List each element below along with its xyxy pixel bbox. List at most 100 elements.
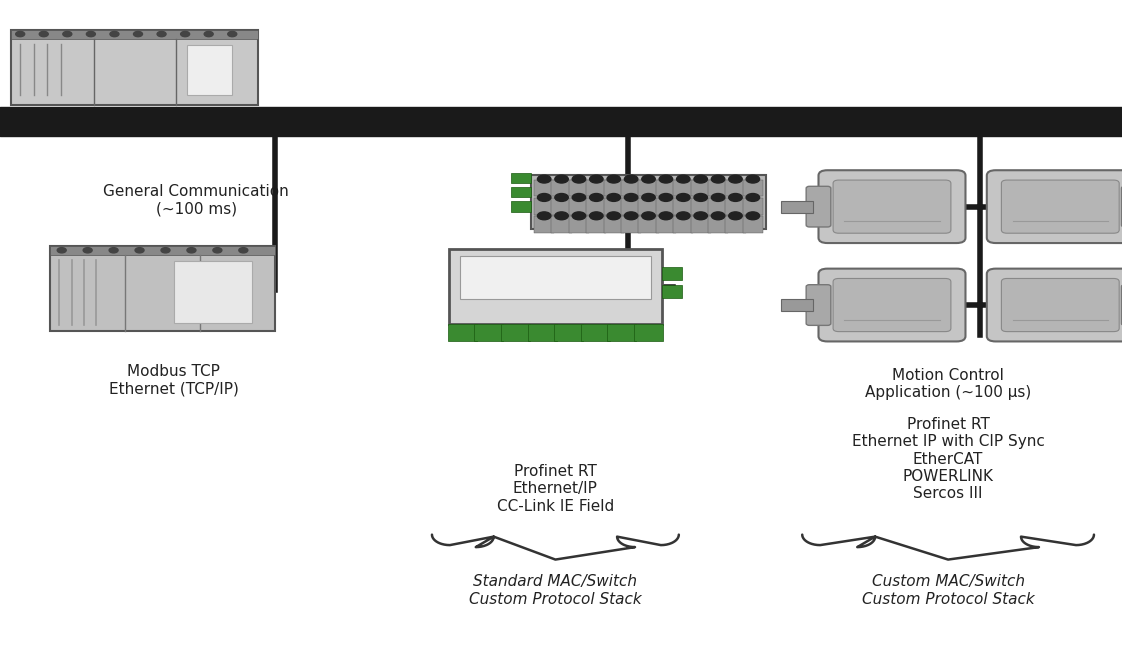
Circle shape [693, 175, 707, 183]
Bar [527, 323, 557, 341]
Bar [586, 198, 606, 215]
Bar [781, 201, 812, 213]
Bar [11, 30, 258, 39]
Bar [708, 180, 728, 196]
Circle shape [746, 175, 760, 183]
Circle shape [607, 194, 620, 201]
Bar [534, 180, 554, 196]
Bar [690, 180, 710, 196]
Circle shape [642, 212, 655, 220]
Circle shape [693, 212, 707, 220]
Circle shape [677, 175, 690, 183]
FancyBboxPatch shape [987, 269, 1122, 341]
Bar [551, 216, 571, 233]
Circle shape [110, 31, 119, 37]
Bar [725, 198, 745, 215]
Bar [174, 261, 252, 323]
Circle shape [135, 247, 144, 253]
Circle shape [204, 31, 213, 37]
Circle shape [607, 175, 620, 183]
Bar [604, 198, 624, 215]
Text: Real-Time
Application
(~10 ms): Real-Time Application (~10 ms) [509, 256, 601, 315]
Bar [581, 323, 610, 341]
Bar [708, 198, 728, 215]
Bar [604, 180, 624, 196]
Bar [743, 180, 763, 196]
Bar [475, 323, 504, 341]
Text: Profinet RT
Ethernet/IP
CC-Link IE Field: Profinet RT Ethernet/IP CC-Link IE Field [497, 464, 614, 514]
Circle shape [590, 175, 603, 183]
Text: Profinet RT
Ethernet IP with CIP Sync
EtherCAT
POWERLINK
Sercos III: Profinet RT Ethernet IP with CIP Sync Et… [852, 417, 1045, 501]
FancyBboxPatch shape [833, 180, 950, 233]
Circle shape [729, 194, 743, 201]
Circle shape [660, 212, 672, 220]
Bar [638, 180, 659, 196]
Circle shape [746, 194, 760, 201]
Bar [50, 246, 275, 255]
Bar [673, 180, 693, 196]
Bar [690, 216, 710, 233]
FancyBboxPatch shape [50, 246, 275, 331]
Bar [500, 323, 530, 341]
Circle shape [711, 194, 725, 201]
FancyBboxPatch shape [1001, 180, 1119, 233]
Bar [448, 323, 477, 341]
Circle shape [677, 212, 690, 220]
Circle shape [109, 247, 118, 253]
Circle shape [729, 175, 743, 183]
Bar [655, 216, 675, 233]
Bar [569, 216, 589, 233]
Text: Standard MAC/Switch
Custom Protocol Stack: Standard MAC/Switch Custom Protocol Stac… [469, 574, 642, 607]
Circle shape [86, 31, 95, 37]
Bar [655, 180, 675, 196]
Bar [534, 216, 554, 233]
Circle shape [711, 175, 725, 183]
Circle shape [729, 212, 743, 220]
Bar [551, 180, 571, 196]
Bar [187, 45, 232, 95]
Circle shape [83, 247, 92, 253]
Circle shape [39, 31, 48, 37]
Bar [569, 180, 589, 196]
FancyBboxPatch shape [818, 269, 965, 341]
Circle shape [162, 247, 171, 253]
Text: Modbus TCP
Ethernet (TCP/IP): Modbus TCP Ethernet (TCP/IP) [109, 364, 239, 397]
Circle shape [607, 212, 620, 220]
Text: Custom MAC/Switch
Custom Protocol Stack: Custom MAC/Switch Custom Protocol Stack [862, 574, 1034, 607]
Bar [673, 198, 693, 215]
Bar [634, 323, 663, 341]
Circle shape [181, 31, 190, 37]
Bar [662, 285, 682, 298]
Bar [743, 216, 763, 233]
Bar [449, 249, 662, 325]
Circle shape [16, 31, 25, 37]
Circle shape [537, 175, 551, 183]
Bar [725, 180, 745, 196]
Bar [511, 201, 531, 212]
Bar [743, 198, 763, 215]
Circle shape [624, 194, 637, 201]
Bar [607, 323, 636, 341]
Circle shape [57, 247, 66, 253]
Circle shape [134, 31, 142, 37]
Bar [708, 216, 728, 233]
Circle shape [213, 247, 222, 253]
Bar [655, 198, 675, 215]
Text: Motion Control
Application (~100 μs): Motion Control Application (~100 μs) [865, 367, 1031, 400]
Bar [622, 180, 642, 196]
Bar [460, 255, 651, 299]
Bar [622, 216, 642, 233]
Bar [622, 198, 642, 215]
Circle shape [157, 31, 166, 37]
FancyBboxPatch shape [833, 278, 950, 331]
Text: General Communication
(~100 ms): General Communication (~100 ms) [103, 184, 289, 216]
Circle shape [693, 194, 707, 201]
Bar [586, 216, 606, 233]
Circle shape [572, 194, 586, 201]
Circle shape [554, 212, 568, 220]
Bar [662, 267, 682, 280]
Bar [534, 198, 554, 215]
Circle shape [590, 212, 603, 220]
Bar [673, 216, 693, 233]
Bar [511, 187, 531, 197]
